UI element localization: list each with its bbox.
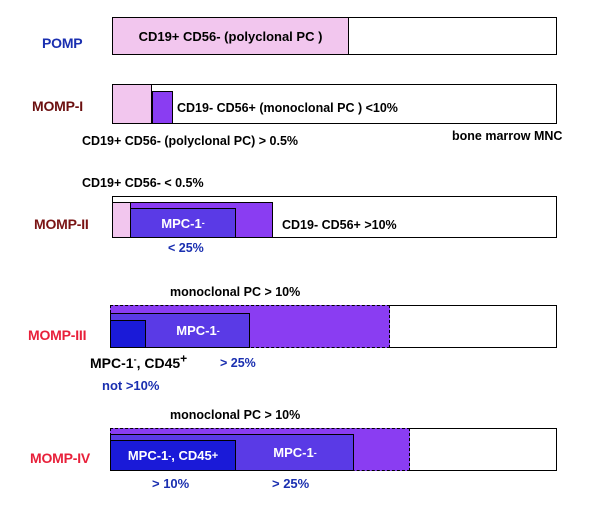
momp-iv-pct-right: > 25% [272, 476, 310, 491]
momp-iii-cd45-sup1: - [133, 354, 137, 365]
momp-iv-monoclonal-text: monoclonal PC > 10% [170, 408, 301, 422]
momp-ii-pct-text: < 25% [168, 241, 204, 255]
momp-ii-label: MOMP-II [34, 216, 89, 232]
momp-iv-cd45-mid: , CD45 [171, 448, 212, 463]
momp-ii-monoclonal-text: CD19- CD56+ >10% [282, 218, 397, 232]
momp-iii-monoclonal-text: monoclonal PC > 10% [170, 285, 301, 299]
momp-iii-not-text: not >10% [102, 378, 160, 393]
momp-i-polyclonal-text: CD19+ CD56- (polyclonal PC) > 0.5% [82, 134, 299, 148]
momp-i-label: MOMP-I [32, 98, 83, 114]
momp-iii-cd45-text: MPC-1-, CD45+ [90, 352, 187, 371]
pomp-label: POMP [42, 35, 83, 51]
momp-ii-polyclonal-segment [112, 202, 132, 238]
momp-iv-pct-left: > 10% [152, 476, 190, 491]
momp-iii-mpc1-text: MPC-1 [176, 323, 217, 338]
momp-iii-label: MOMP-III [28, 327, 87, 343]
momp-i-bar [112, 84, 557, 124]
momp-iv-cd45-segment: MPC-1-, CD45 + [110, 440, 236, 471]
momp-iii-cd45-sup2: + [180, 351, 188, 366]
momp-iv-mpc1-text: MPC-1 [273, 445, 314, 460]
momp-i-monoclonal-segment [152, 91, 173, 124]
momp-i-polyclonal-segment [112, 84, 152, 124]
momp-ii-mpc1-text: MPC-1 [161, 215, 202, 231]
momp-iv-cd45-mpc1: MPC-1 [127, 448, 169, 463]
bone-marrow-mnc-text: bone marrow MNC [452, 129, 563, 143]
momp-iii-pct-text: > 25% [220, 356, 256, 370]
momp-iv-label: MOMP-IV [30, 450, 91, 466]
momp-ii-polyclonal-text: CD19+ CD56- < 0.5% [82, 176, 204, 190]
pomp-polyclonal-segment: CD19+ CD56- (polyclonal PC ) [112, 17, 349, 55]
momp-ii-mpc1-segment: MPC-1- [130, 208, 236, 238]
momp-iii-cd45-mid: , CD45 [136, 355, 181, 371]
momp-iii-cd45-segment [110, 320, 146, 348]
momp-i-monoclonal-text: CD19- CD56+ (monoclonal PC ) <10% [177, 101, 398, 115]
pomp-polyclonal-text: CD19+ CD56- (polyclonal PC ) [138, 28, 323, 44]
momp-iii-cd45-mpc1: MPC-1 [90, 355, 134, 371]
